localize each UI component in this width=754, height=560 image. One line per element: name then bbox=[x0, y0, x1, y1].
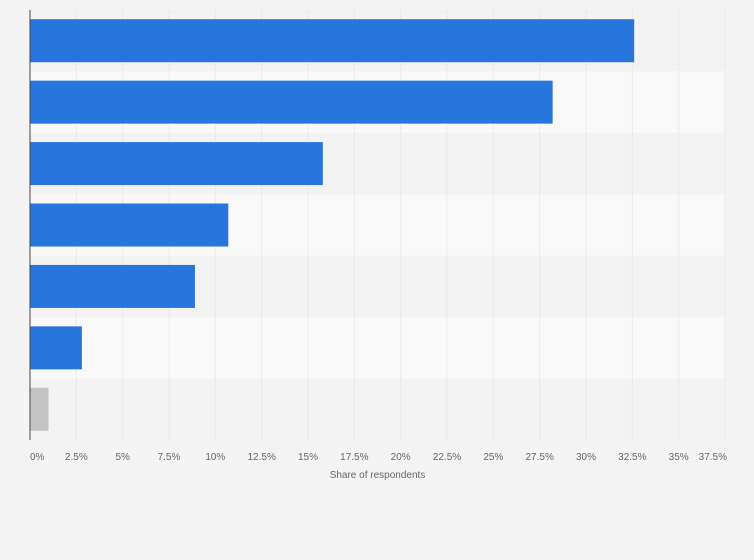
x-tick-label: 20% bbox=[391, 452, 411, 463]
bar bbox=[30, 203, 229, 247]
x-tick-label: 0% bbox=[30, 452, 45, 463]
bar bbox=[30, 387, 49, 431]
bars bbox=[30, 19, 635, 431]
x-tick-label: 27.5% bbox=[525, 452, 553, 463]
x-tick-label: 22.5% bbox=[433, 452, 461, 463]
x-tick-label: 10% bbox=[205, 452, 225, 463]
x-tick-labels: 0% 2.5% 5% 7.5% 10% 12.5% 15% 17.5% 20% 22.5% 25% 2… bbox=[30, 452, 727, 463]
x-tick-label: 17.5% bbox=[340, 452, 368, 463]
row-band bbox=[30, 378, 725, 440]
bar bbox=[30, 80, 553, 124]
x-tick-label: 30% bbox=[576, 452, 596, 463]
row-band bbox=[30, 317, 725, 379]
x-tick-label: 37.5% bbox=[699, 452, 727, 463]
bar bbox=[30, 19, 635, 63]
bar bbox=[30, 142, 323, 186]
x-tick-label: 12.5% bbox=[247, 452, 275, 463]
x-tick-label: 7.5% bbox=[158, 452, 181, 463]
bar bbox=[30, 326, 82, 370]
x-tick-label: 2.5% bbox=[65, 452, 88, 463]
x-tick-label: 15% bbox=[298, 452, 318, 463]
x-tick-label: 5% bbox=[115, 452, 130, 463]
x-tick-label: 25% bbox=[483, 452, 503, 463]
bar bbox=[30, 264, 195, 308]
x-tick-label: 35% bbox=[669, 452, 689, 463]
x-axis-title: Share of respondents bbox=[330, 470, 426, 481]
x-tick-label: 32.5% bbox=[618, 452, 646, 463]
